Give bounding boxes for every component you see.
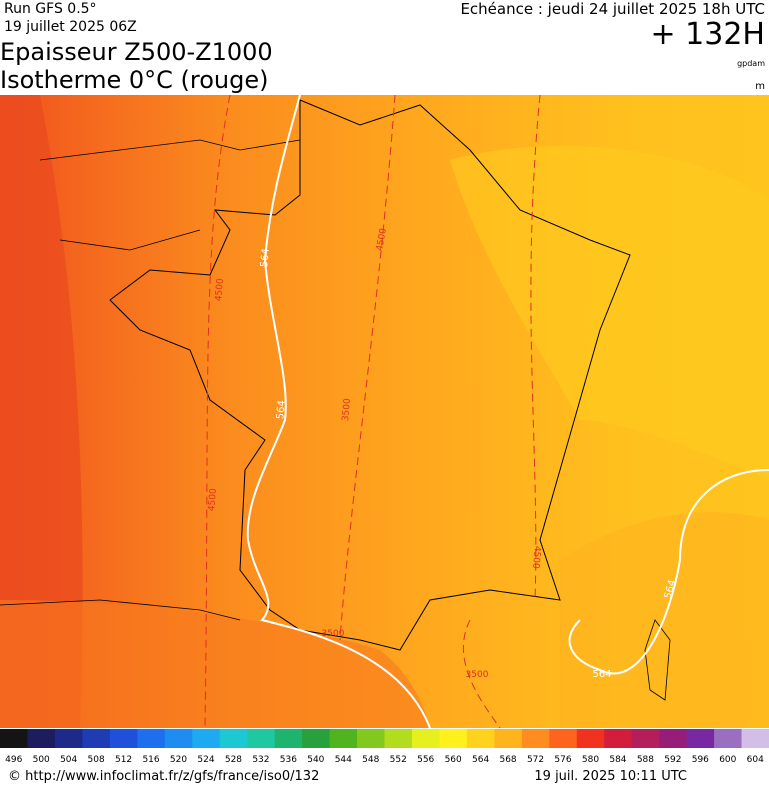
colorbar-cell — [439, 729, 468, 748]
contour-label: 564 — [259, 248, 272, 268]
colorbar-cell — [219, 729, 248, 748]
colorbar-cell — [659, 729, 688, 748]
isotherm-label: 3500 — [466, 670, 489, 680]
isotherm-label: 4500 — [207, 488, 219, 512]
isotherm-contours — [204, 94, 541, 729]
contour-label: 564 — [663, 579, 679, 600]
colorbar-cell — [549, 729, 578, 748]
colorbar-tick-label: 588 — [637, 755, 654, 765]
colorbar-tick-label: 524 — [197, 755, 214, 765]
source-url: © http://www.infoclimat.fr/z/gfs/france/… — [8, 769, 319, 784]
colorbar-cell — [576, 729, 605, 748]
colorbar: 496 500 504 508 512 516 520 524 528 532 536 540 544 5… — [0, 729, 769, 765]
colorbar-tick-label: 548 — [362, 755, 379, 765]
colorbar-tick-label: 540 — [307, 755, 324, 765]
map-subtitle: Isotherme 0°C (rouge) — [0, 66, 269, 94]
colorbar-cell — [27, 729, 56, 748]
isotherm-label: 4500 — [530, 545, 542, 569]
colorbar-tick-label: 528 — [225, 755, 242, 765]
colorbar-tick-label: 500 — [33, 755, 50, 765]
colorbar-cell — [82, 729, 111, 748]
colorbar-cell — [604, 729, 633, 748]
colorbar-cell — [411, 729, 440, 748]
warm-zone — [0, 95, 83, 728]
colorbar-tick-label: 496 — [5, 755, 22, 765]
colorbar-cell — [466, 729, 495, 748]
contour-564-west — [246, 94, 431, 729]
colorbar-tick-label: 504 — [60, 755, 77, 765]
colorbar-tick-label: 516 — [142, 755, 159, 765]
colorbar-tick-label: 584 — [609, 755, 626, 765]
colorbar-tick-label: 604 — [747, 755, 764, 765]
uk-coast — [39, 139, 301, 251]
colorbar-tick-label: 560 — [445, 755, 462, 765]
pyrenees-zone — [0, 600, 430, 728]
run-label: Run GFS 0.5° — [4, 1, 97, 17]
colorbar-tick-label: 536 — [280, 755, 297, 765]
colorbar-cell — [521, 729, 550, 748]
spain-coast — [0, 599, 241, 621]
colorbar-tick-label: 596 — [692, 755, 709, 765]
colorbar-cell — [686, 729, 715, 748]
colorbar-tick-label: 568 — [499, 755, 516, 765]
colorbar-cell — [329, 729, 358, 748]
colorbar-tick-label: 508 — [88, 755, 105, 765]
map: 564 564 564 564 4500 4500 3500 4500 4500… — [0, 94, 769, 729]
yellow-zone — [450, 145, 769, 480]
colorbar-cell — [302, 729, 331, 748]
colorbar-cell — [494, 729, 523, 748]
colorbar-tick-label: 564 — [472, 755, 489, 765]
lead-time: + 132H — [651, 17, 766, 52]
colorbar-tick-label: 512 — [115, 755, 132, 765]
corsica — [644, 619, 671, 701]
colorbar-cell — [357, 729, 385, 748]
contour-564-east — [568, 469, 769, 675]
colorbar-tick-label: 532 — [252, 755, 269, 765]
colorbar-cell — [109, 729, 138, 748]
colorbar-cell — [384, 729, 413, 748]
colorbar-tick-label: 572 — [527, 755, 544, 765]
colorbar-cell — [137, 729, 166, 748]
unit-bottom: m — [755, 81, 765, 92]
colorbar-cell — [274, 729, 303, 748]
colorbar-tick-label: 556 — [417, 755, 434, 765]
france-outline — [109, 99, 631, 651]
colorbar-tick-label: 600 — [719, 755, 736, 765]
isotherm-label: 4500 — [214, 278, 226, 302]
colorbar-tick-label: 592 — [664, 755, 681, 765]
colorbar-cell — [192, 729, 221, 748]
isotherm-label: 3500 — [341, 398, 353, 422]
map-title: Epaisseur Z500-Z1000 — [0, 38, 273, 66]
colorbar-tick-label: 580 — [582, 755, 599, 765]
colorbar-cell — [54, 729, 83, 748]
contour-label: 564 — [275, 400, 288, 420]
colorbar-cell — [247, 729, 276, 748]
colorbar-cell — [0, 729, 28, 748]
run-date: 19 juillet 2025 06Z — [4, 19, 137, 35]
isotherm-label: 4500 — [375, 227, 389, 252]
contour-label: 564 — [592, 669, 611, 680]
colorbar-tick-label: 520 — [170, 755, 187, 765]
unit-top: gpdam — [737, 59, 765, 68]
isotherm-label: 3500 — [322, 629, 345, 639]
colorbar-tick-label: 576 — [554, 755, 571, 765]
valid-time: Echéance : jeudi 24 juillet 2025 18h UTC — [460, 0, 765, 18]
colorbar-tick-label: 552 — [390, 755, 407, 765]
colorbar-tick-label: 544 — [335, 755, 352, 765]
colorbar-cell — [631, 729, 660, 748]
colorbar-cell — [714, 729, 743, 748]
generated-time: 19 juil. 2025 10:11 UTC — [534, 769, 687, 784]
colorbar-cell — [164, 729, 193, 748]
colorbar-cell — [741, 729, 769, 748]
